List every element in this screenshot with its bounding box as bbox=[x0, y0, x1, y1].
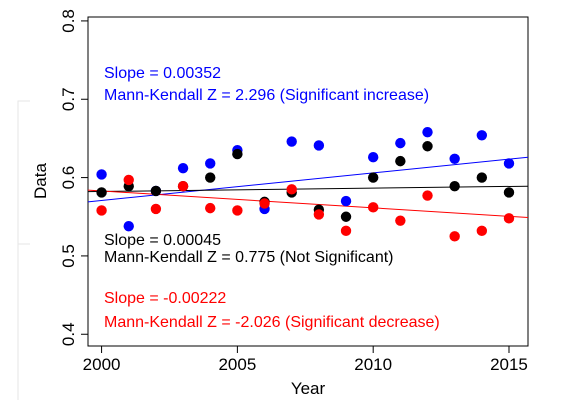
y-tick-label: 0.8 bbox=[59, 9, 78, 33]
annotations: Slope = 0.00352 Mann-Kendall Z = 2.296 (S… bbox=[104, 65, 440, 331]
data-point bbox=[286, 136, 297, 147]
data-point bbox=[449, 181, 460, 192]
data-point bbox=[503, 158, 515, 169]
data-point bbox=[205, 202, 216, 214]
data-point bbox=[503, 213, 515, 224]
data-point bbox=[395, 137, 406, 149]
data-point bbox=[422, 190, 433, 201]
data-point bbox=[177, 181, 189, 192]
data-point bbox=[367, 152, 379, 163]
data-point bbox=[123, 220, 134, 232]
y-tick-label: 0.6 bbox=[59, 166, 78, 190]
y-axis-label: Data bbox=[31, 163, 50, 199]
data-point bbox=[286, 184, 297, 195]
series-annotation: Slope = -0.00222 bbox=[104, 290, 226, 307]
left-bracket-decoration bbox=[17, 100, 30, 400]
y-tick-label: 0.4 bbox=[59, 322, 78, 346]
data-points bbox=[96, 126, 515, 242]
data-point bbox=[367, 172, 379, 183]
data-point bbox=[123, 174, 134, 186]
data-point bbox=[150, 185, 162, 197]
data-point bbox=[503, 187, 515, 198]
data-point bbox=[367, 202, 379, 213]
data-point bbox=[395, 215, 406, 226]
series-annotation: Mann-Kendall Z = 2.296 (Significant incr… bbox=[104, 87, 429, 104]
x-axis-label: Year bbox=[291, 379, 326, 398]
y-tick-label: 0.5 bbox=[59, 244, 78, 268]
series-annotation: Slope = 0.00045 bbox=[104, 232, 221, 249]
data-point bbox=[422, 126, 433, 138]
data-point bbox=[96, 169, 107, 180]
data-point bbox=[340, 211, 352, 222]
series-annotation: Slope = 0.00352 bbox=[104, 65, 221, 82]
plot-frame bbox=[87, 16, 529, 347]
data-point bbox=[96, 187, 107, 198]
data-point bbox=[340, 225, 352, 237]
data-point bbox=[476, 172, 488, 183]
data-point bbox=[313, 209, 325, 220]
data-point bbox=[313, 140, 325, 151]
data-point bbox=[232, 205, 243, 216]
x-tick-label: 2010 bbox=[354, 355, 392, 374]
data-point bbox=[150, 203, 162, 215]
data-point bbox=[395, 155, 406, 167]
data-point bbox=[205, 172, 216, 183]
data-point bbox=[232, 148, 243, 160]
x-tick-label: 2015 bbox=[490, 355, 528, 374]
x-tick-label: 2005 bbox=[218, 355, 256, 374]
data-point bbox=[177, 162, 189, 174]
data-point bbox=[205, 158, 216, 169]
axis-ticks: 2000 2005 2010 2015 0.4 0.5 0.6 0.7 0.8 bbox=[59, 9, 528, 374]
data-point bbox=[449, 153, 460, 164]
data-point bbox=[476, 130, 488, 141]
x-tick-label: 2000 bbox=[83, 355, 121, 374]
series-annotation: Mann-Kendall Z = -2.026 (Significant dec… bbox=[104, 314, 440, 331]
data-point bbox=[476, 225, 488, 237]
data-point bbox=[422, 141, 433, 152]
y-tick-label: 0.7 bbox=[59, 87, 78, 111]
trend-line bbox=[87, 189, 529, 219]
data-point bbox=[259, 198, 270, 209]
data-point bbox=[449, 231, 460, 242]
series-annotation: Mann-Kendall Z = 0.775 (Not Significant) bbox=[104, 249, 393, 266]
data-point bbox=[96, 205, 107, 216]
data-point bbox=[340, 195, 352, 207]
